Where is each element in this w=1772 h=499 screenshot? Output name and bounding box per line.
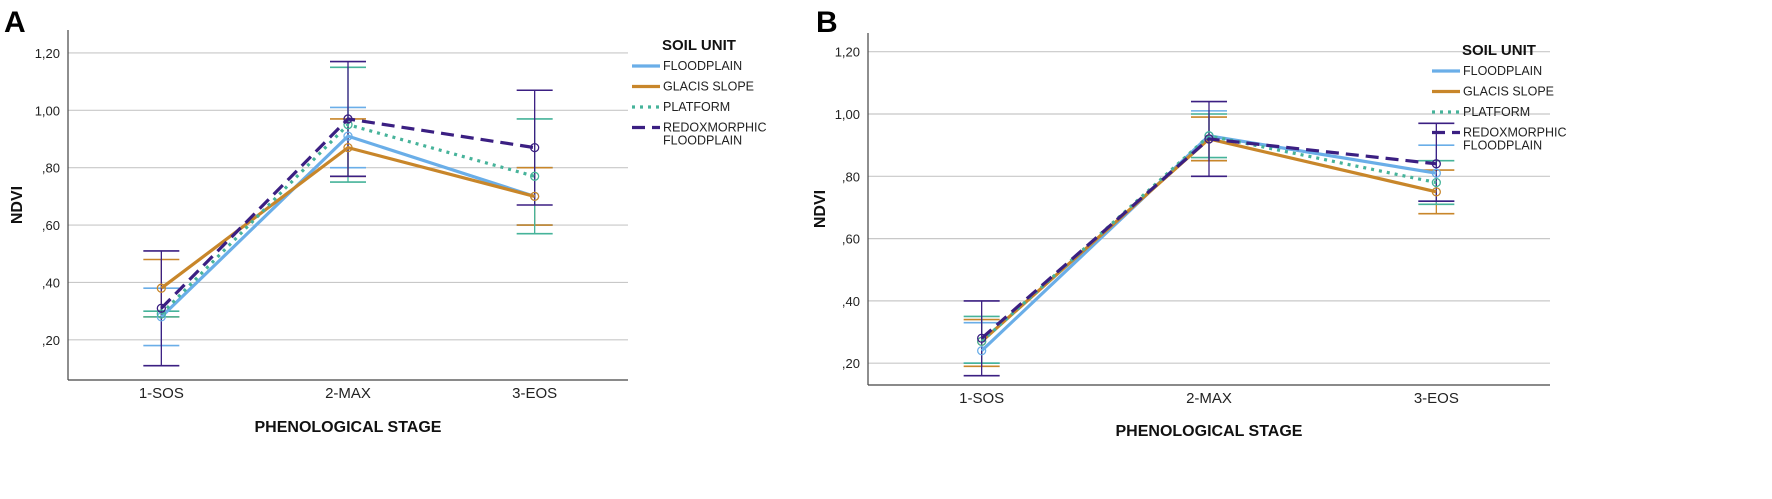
data-point [1431, 159, 1441, 169]
panel-label: B [816, 6, 838, 39]
y-axis-title: NDVI [812, 190, 829, 228]
series-line [160, 117, 535, 310]
series-line [160, 146, 536, 290]
y-tick-label: 1,20 [835, 45, 860, 60]
series-line [980, 137, 1437, 340]
series-line [980, 134, 1437, 343]
y-tick-label: 1,00 [35, 103, 60, 118]
data-point [343, 131, 353, 141]
x-tick-label: 2-MAX [325, 385, 371, 402]
x-tick-label: 1-SOS [139, 385, 184, 402]
y-tick-label: ,80 [842, 169, 860, 184]
data-point [1431, 168, 1441, 178]
data-point [156, 283, 166, 293]
legend-label: FLOODPLAIN [663, 59, 742, 73]
data-point [343, 142, 353, 153]
x-tick-label: 2-MAX [1186, 390, 1232, 407]
panel-label: A [4, 6, 26, 39]
panel-a: ,20 ,40 ,60 ,80 1,00 1,20 1-SOS 2-MAX 3-EOS PHENO… [4, 6, 766, 436]
legend-label: REDOXMORPHIC FLOODPLAIN [1463, 126, 1566, 153]
x-tick-label: 3-EOS [512, 385, 557, 402]
y-tick-label: ,20 [42, 333, 60, 348]
series-line [160, 134, 536, 319]
data-point [1204, 134, 1214, 144]
x-axis-title: PHENOLOGICAL STAGE [1116, 423, 1303, 440]
legend-label: GLACIS SLOPE [1463, 85, 1554, 99]
legend-label: GLACIS SLOPE [663, 80, 754, 94]
x-axis-title: PHENOLOGICAL STAGE [255, 419, 442, 436]
legend-label: FLOODPLAIN [1463, 64, 1542, 78]
y-tick-label: ,60 [842, 232, 860, 247]
data-point [1431, 187, 1441, 197]
legend-label: PLATFORM [663, 100, 730, 114]
y-tick-label: ,40 [842, 294, 860, 309]
y-axis-title: NDVI [9, 186, 26, 224]
data-point [156, 309, 166, 319]
data-point [530, 191, 540, 202]
legend-title: SOIL UNIT [1462, 42, 1536, 59]
series-line [160, 123, 536, 316]
data-point [530, 171, 540, 181]
panel-b: ,20 ,40 ,60 ,80 1,00 1,20 1-SOS 2-MAX 3-EOS PHENO… [812, 6, 1566, 440]
legend-title: SOIL UNIT [662, 37, 736, 54]
y-tick-label: ,80 [42, 161, 60, 176]
x-tick-label: 1-SOS [959, 390, 1004, 407]
x-tick-label: 3-EOS [1414, 390, 1459, 407]
data-point [1431, 177, 1441, 188]
y-tick-label: 1,00 [835, 107, 860, 122]
legend-label: REDOXMORPHIC FLOODPLAIN [663, 121, 766, 148]
legend-label: PLATFORM [1463, 105, 1530, 119]
y-tick-label: ,20 [842, 356, 860, 371]
data-point [343, 114, 353, 124]
data-point [156, 303, 166, 313]
data-point [530, 142, 540, 153]
y-tick-label: ,60 [42, 218, 60, 233]
y-tick-label: ,40 [42, 275, 60, 290]
y-tick-label: 1,20 [35, 46, 60, 61]
data-point [977, 346, 987, 356]
data-point [977, 333, 987, 343]
